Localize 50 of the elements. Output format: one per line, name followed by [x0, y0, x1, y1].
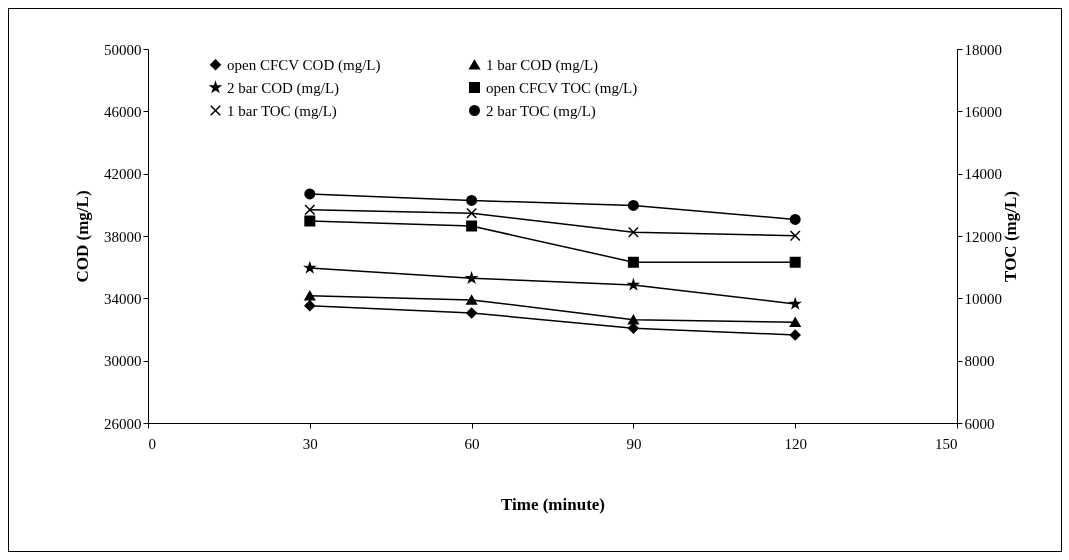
- point: [627, 199, 639, 211]
- y-tick-label: 38000: [104, 228, 142, 245]
- y-tick-label: 46000: [104, 103, 142, 120]
- point: [304, 290, 316, 301]
- point: [627, 256, 639, 268]
- y2-tick-label: 8000: [964, 353, 995, 370]
- point: [304, 204, 316, 216]
- point: [466, 207, 478, 219]
- x-tick-label: 90: [626, 435, 642, 452]
- point: [304, 188, 316, 200]
- legend-label: 1 bar COD (mg/L): [486, 56, 599, 74]
- y2-tick-label: 16000: [964, 103, 1002, 120]
- point: [789, 317, 801, 328]
- x-tick-label: 150: [935, 435, 958, 452]
- point: [789, 329, 801, 341]
- x-axis-title: Time (minute): [500, 494, 606, 514]
- point: [466, 307, 478, 319]
- y-tick-label: 30000: [104, 353, 142, 370]
- point: [627, 226, 639, 238]
- legend-label: 2 bar TOC (mg/L): [486, 102, 596, 120]
- x-tick-label: 60: [464, 435, 480, 452]
- legend-label: open CFCV TOC (mg/L): [486, 79, 638, 97]
- x-tick-label: 120: [784, 435, 807, 452]
- legend-label: 2 bar COD (mg/L): [227, 79, 340, 97]
- y2-tick-label: 12000: [964, 228, 1002, 245]
- point: [627, 314, 639, 325]
- y-tick-label: 34000: [104, 290, 142, 307]
- legend-label: 1 bar TOC (mg/L): [227, 102, 337, 120]
- point: [304, 215, 316, 227]
- x-tick-label: 30: [302, 435, 318, 452]
- y-tick-label: 50000: [104, 41, 142, 58]
- y2-tick-label: 6000: [964, 415, 995, 432]
- y-tick-label: 26000: [104, 415, 142, 432]
- point: [789, 230, 801, 242]
- y2-tick-label: 10000: [964, 290, 1002, 307]
- point: [304, 300, 316, 312]
- y-axis-title: COD (mg/L): [73, 190, 92, 283]
- point: [789, 214, 801, 225]
- point: [304, 262, 316, 273]
- y-tick-label: 42000: [104, 166, 142, 183]
- point: [466, 295, 478, 305]
- legend-label: open CFCV COD (mg/L): [227, 56, 381, 74]
- point: [466, 194, 478, 206]
- y2-tick-label: 18000: [964, 41, 1002, 58]
- y2-axis-title: TOC (mg/L): [1001, 191, 1020, 282]
- x-tick-label: 0: [148, 435, 156, 452]
- point: [789, 298, 801, 309]
- point: [789, 256, 801, 268]
- point: [466, 220, 478, 232]
- y2-tick-label: 14000: [964, 166, 1002, 183]
